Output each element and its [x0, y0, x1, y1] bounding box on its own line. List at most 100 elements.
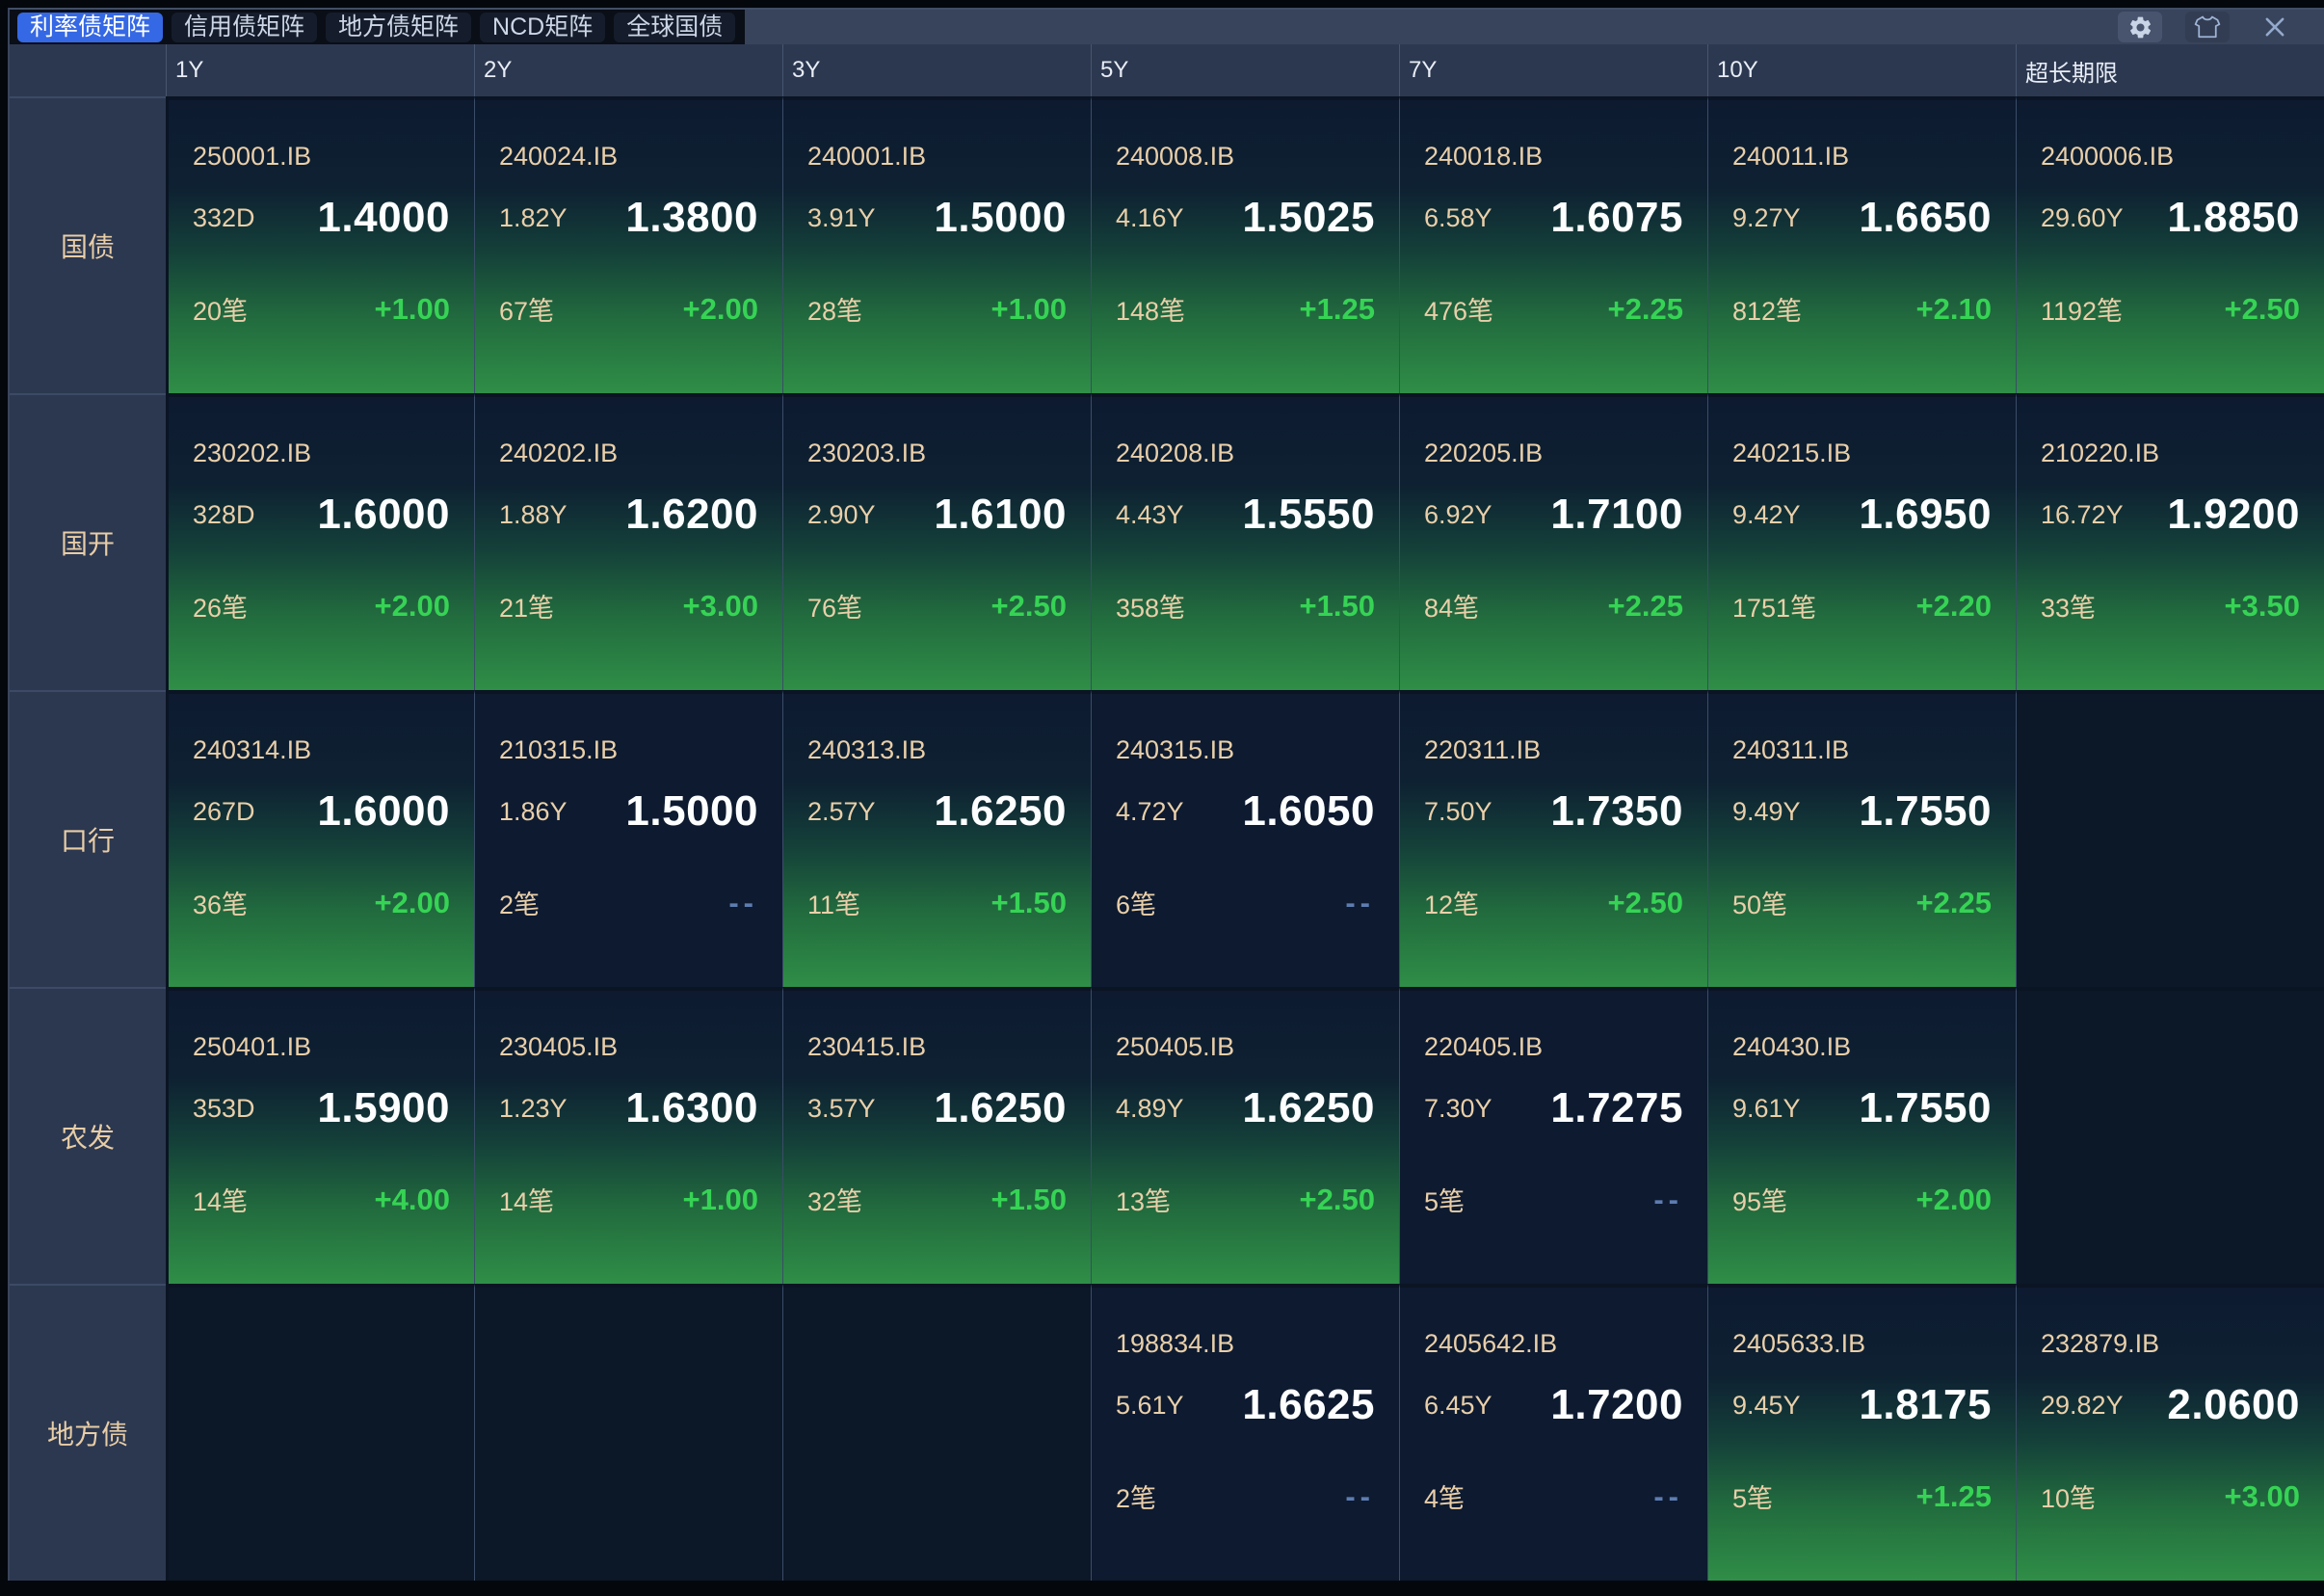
yield-change: +2.50 — [1299, 1182, 1375, 1216]
bond-cell-adbc-1y[interactable]: 250401.IB 353D 1.5900 14笔 +4.00 — [166, 987, 474, 1284]
bond-yield: 1.5000 — [625, 787, 758, 836]
bond-cell-cdb-2y[interactable]: 240202.IB 1.88Y 1.6200 21笔 +3.00 — [474, 393, 782, 690]
bond-cell-adbc-3y[interactable]: 230415.IB 3.57Y 1.6250 32笔 +1.50 — [782, 987, 1091, 1284]
bond-term: 3.91Y — [807, 202, 876, 232]
trade-count: 95笔 — [1732, 1187, 1788, 1217]
bond-cell-treasury-1y[interactable]: 250001.IB 332D 1.4000 20笔 +1.00 — [166, 96, 474, 393]
bond-term: 7.50Y — [1424, 796, 1492, 826]
bond-code: 240008.IB — [1116, 141, 1235, 171]
bond-yield: 1.6200 — [625, 491, 758, 539]
yield-change: +4.00 — [374, 1182, 450, 1216]
yield-change: +2.25 — [1607, 588, 1683, 623]
bond-cell-exim-5y[interactable]: 240315.IB 4.72Y 1.6050 6笔 -- — [1091, 690, 1399, 987]
bond-code: 230203.IB — [807, 438, 927, 467]
trade-count: 20笔 — [193, 297, 249, 327]
tab-ncd-matrix[interactable]: NCD矩阵 — [480, 12, 606, 42]
bond-cell-cdb-3y[interactable]: 230203.IB 2.90Y 1.6100 76笔 +2.50 — [782, 393, 1091, 690]
bond-cell-adbc-10y[interactable]: 240430.IB 9.61Y 1.7550 95笔 +2.00 — [1707, 987, 2016, 1284]
tab-local-bond-matrix[interactable]: 地方债矩阵 — [326, 12, 472, 42]
bond-cell-adbc-ultra-long — [2016, 987, 2324, 1284]
yield-change: -- — [728, 885, 758, 919]
bond-yield: 1.6050 — [1242, 787, 1375, 836]
bond-yield: 1.6250 — [934, 1084, 1067, 1132]
bond-term: 2.57Y — [807, 796, 876, 826]
bond-code: 2405642.IB — [1424, 1328, 1558, 1358]
bond-code: 230405.IB — [499, 1031, 619, 1061]
bond-code: 240208.IB — [1116, 438, 1235, 467]
bond-term: 353D — [193, 1093, 255, 1123]
bond-cell-lgb-5y[interactable]: 198834.IB 5.61Y 1.6625 2笔 -- — [1091, 1284, 1399, 1581]
yield-change: +3.00 — [2224, 1478, 2300, 1513]
bond-cell-exim-1y[interactable]: 240314.IB 267D 1.6000 36笔 +2.00 — [166, 690, 474, 987]
bond-yield: 1.6625 — [1242, 1381, 1375, 1429]
bond-code: 232879.IB — [2041, 1328, 2160, 1358]
bond-code: 240314.IB — [193, 734, 312, 764]
bond-cell-exim-7y[interactable]: 220311.IB 7.50Y 1.7350 12笔 +2.50 — [1399, 690, 1707, 987]
bond-cell-lgb-2y — [474, 1284, 782, 1581]
bond-cell-exim-2y[interactable]: 210315.IB 1.86Y 1.5000 2笔 -- — [474, 690, 782, 987]
bond-cell-lgb-7y[interactable]: 2405642.IB 6.45Y 1.7200 4笔 -- — [1399, 1284, 1707, 1581]
bond-cell-treasury-5y[interactable]: 240008.IB 4.16Y 1.5025 148笔 +1.25 — [1091, 96, 1399, 393]
bond-code: 230415.IB — [807, 1031, 927, 1061]
close-button[interactable] — [2253, 12, 2297, 42]
bond-code: 240024.IB — [499, 141, 619, 171]
trade-count: 36笔 — [193, 891, 249, 920]
bond-cell-cdb-5y[interactable]: 240208.IB 4.43Y 1.5550 358笔 +1.50 — [1091, 393, 1399, 690]
bond-cell-treasury-2y[interactable]: 240024.IB 1.82Y 1.3800 67笔 +2.00 — [474, 96, 782, 393]
bond-term: 4.72Y — [1116, 796, 1184, 826]
bond-yield: 1.8850 — [2167, 194, 2300, 242]
tab-global-treasury[interactable]: 全球国债 — [614, 12, 736, 42]
bond-cell-exim-10y[interactable]: 240311.IB 9.49Y 1.7550 50笔 +2.25 — [1707, 690, 2016, 987]
bond-yield: 1.3800 — [625, 194, 758, 242]
bond-code: 240430.IB — [1732, 1031, 1852, 1061]
tab-rate-bond-matrix[interactable]: 利率债矩阵 — [17, 12, 164, 42]
bond-code: 2400006.IB — [2041, 141, 2175, 171]
yield-change: +2.00 — [374, 588, 450, 623]
bond-cell-cdb-ultra-long[interactable]: 210220.IB 16.72Y 1.9200 33笔 +3.50 — [2016, 393, 2324, 690]
bond-cell-adbc-5y[interactable]: 250405.IB 4.89Y 1.6250 13笔 +2.50 — [1091, 987, 1399, 1284]
row-header-lgb: 地方债 — [10, 1284, 166, 1581]
bond-cell-treasury-ultra-long[interactable]: 2400006.IB 29.60Y 1.8850 1192笔 +2.50 — [2016, 96, 2324, 393]
row-header-exim: 口行 — [10, 690, 166, 987]
bond-yield: 1.7100 — [1550, 491, 1683, 539]
yield-change: +1.00 — [374, 291, 450, 326]
bond-term: 1.88Y — [499, 499, 568, 529]
bond-cell-adbc-7y[interactable]: 220405.IB 7.30Y 1.7275 5笔 -- — [1399, 987, 1707, 1284]
bond-cell-lgb-10y[interactable]: 2405633.IB 9.45Y 1.8175 5笔 +1.25 — [1707, 1284, 2016, 1581]
yield-change: +1.25 — [1299, 291, 1375, 326]
yield-change: +3.00 — [682, 588, 758, 623]
bond-term: 3.57Y — [807, 1093, 876, 1123]
bond-cell-adbc-2y[interactable]: 230405.IB 1.23Y 1.6300 14笔 +1.00 — [474, 987, 782, 1284]
matrix-corner-cell — [10, 44, 166, 96]
trade-count: 13笔 — [1116, 1187, 1172, 1217]
theme-skin-button[interactable] — [2185, 12, 2230, 42]
yield-change: +2.00 — [682, 291, 758, 326]
bond-term: 6.45Y — [1424, 1390, 1492, 1420]
bond-term: 332D — [193, 202, 255, 232]
app-window: 利率债矩阵 信用债矩阵 地方债矩阵 NCD矩阵 全球国债 — [8, 8, 2324, 1581]
yield-change: +2.20 — [1915, 588, 1992, 623]
bond-yield: 1.4000 — [317, 194, 450, 242]
bond-code: 250001.IB — [193, 141, 312, 171]
settings-button[interactable] — [2118, 12, 2162, 42]
bond-cell-exim-3y[interactable]: 240313.IB 2.57Y 1.6250 11笔 +1.50 — [782, 690, 1091, 987]
bond-cell-lgb-ultra-long[interactable]: 232879.IB 29.82Y 2.0600 10笔 +3.00 — [2016, 1284, 2324, 1581]
bond-cell-cdb-10y[interactable]: 240215.IB 9.42Y 1.6950 1751笔 +2.20 — [1707, 393, 2016, 690]
bond-cell-cdb-7y[interactable]: 220205.IB 6.92Y 1.7100 84笔 +2.25 — [1399, 393, 1707, 690]
column-header-7y: 7Y — [1399, 44, 1707, 96]
bond-term: 5.61Y — [1116, 1390, 1184, 1420]
bond-cell-treasury-7y[interactable]: 240018.IB 6.58Y 1.6075 476笔 +2.25 — [1399, 96, 1707, 393]
column-header-3y: 3Y — [782, 44, 1091, 96]
yield-change: +1.00 — [682, 1182, 758, 1216]
tab-credit-bond-matrix[interactable]: 信用债矩阵 — [172, 12, 318, 42]
bond-cell-cdb-1y[interactable]: 230202.IB 328D 1.6000 26笔 +2.00 — [166, 393, 474, 690]
bond-code: 250401.IB — [193, 1031, 312, 1061]
bond-code: 210220.IB — [2041, 438, 2160, 467]
bond-code: 220405.IB — [1424, 1031, 1544, 1061]
bond-cell-treasury-3y[interactable]: 240001.IB 3.91Y 1.5000 28笔 +1.00 — [782, 96, 1091, 393]
bond-cell-treasury-10y[interactable]: 240011.IB 9.27Y 1.6650 812笔 +2.10 — [1707, 96, 2016, 393]
yield-change: +2.00 — [374, 885, 450, 919]
bond-code: 240313.IB — [807, 734, 927, 764]
top-bar: 利率债矩阵 信用债矩阵 地方债矩阵 NCD矩阵 全球国债 — [10, 10, 2324, 44]
trade-count: 14笔 — [193, 1187, 249, 1217]
